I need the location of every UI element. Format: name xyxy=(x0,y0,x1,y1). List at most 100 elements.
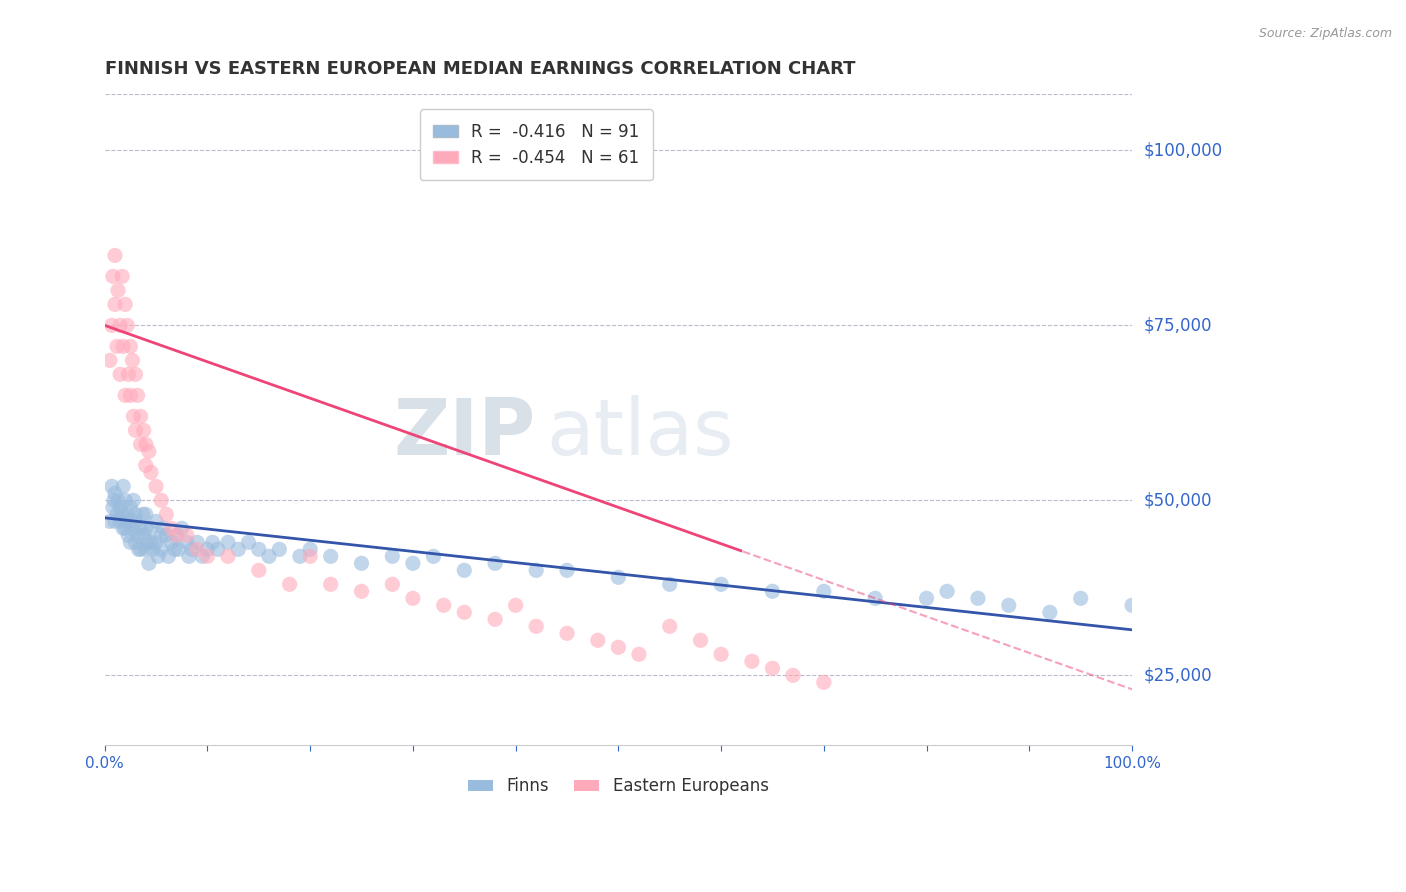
Point xyxy=(381,577,404,591)
Point xyxy=(104,297,127,311)
Point xyxy=(127,528,149,542)
Point xyxy=(129,437,152,451)
Point xyxy=(104,514,127,528)
Point xyxy=(98,353,121,368)
Point xyxy=(967,591,990,606)
Point xyxy=(132,423,155,437)
Point xyxy=(120,514,142,528)
Point xyxy=(627,648,650,662)
Point xyxy=(150,542,173,557)
Point xyxy=(139,521,162,535)
Point xyxy=(689,633,711,648)
Point xyxy=(111,269,134,284)
Point xyxy=(997,599,1019,613)
Point xyxy=(114,388,136,402)
Point xyxy=(167,542,190,557)
Point xyxy=(112,521,135,535)
Point xyxy=(278,577,301,591)
Point xyxy=(138,557,160,571)
Point xyxy=(484,612,506,626)
Point xyxy=(128,542,150,557)
Text: $50,000: $50,000 xyxy=(1143,491,1212,509)
Point xyxy=(319,577,342,591)
Point xyxy=(524,563,547,577)
Point xyxy=(350,557,373,571)
Point xyxy=(761,661,783,675)
Point xyxy=(299,549,322,564)
Point xyxy=(453,605,475,619)
Text: $75,000: $75,000 xyxy=(1143,317,1212,334)
Point xyxy=(120,388,142,402)
Point xyxy=(761,584,783,599)
Legend: Finns, Eastern Europeans: Finns, Eastern Europeans xyxy=(461,771,775,802)
Point xyxy=(524,619,547,633)
Point xyxy=(247,542,270,557)
Point xyxy=(101,269,124,284)
Point xyxy=(247,563,270,577)
Point xyxy=(257,549,280,564)
Point xyxy=(145,479,167,493)
Point xyxy=(782,668,804,682)
Point xyxy=(117,368,139,382)
Point xyxy=(107,493,129,508)
Point xyxy=(152,521,174,535)
Point xyxy=(139,535,162,549)
Point xyxy=(117,318,139,333)
Point xyxy=(155,508,177,522)
Point xyxy=(658,619,681,633)
Point xyxy=(122,409,145,424)
Point xyxy=(555,626,578,640)
Point xyxy=(936,584,959,599)
Point xyxy=(1070,591,1092,606)
Point xyxy=(191,549,214,564)
Point xyxy=(710,648,733,662)
Point xyxy=(136,535,159,549)
Point xyxy=(107,284,129,298)
Point xyxy=(555,563,578,577)
Point xyxy=(176,535,198,549)
Point xyxy=(121,521,143,535)
Point xyxy=(108,500,131,515)
Point xyxy=(863,591,886,606)
Point xyxy=(98,514,121,528)
Point xyxy=(139,466,162,480)
Point xyxy=(658,577,681,591)
Text: FINNISH VS EASTERN EUROPEAN MEDIAN EARNINGS CORRELATION CHART: FINNISH VS EASTERN EUROPEAN MEDIAN EARNI… xyxy=(104,60,855,78)
Point xyxy=(299,542,322,557)
Point xyxy=(160,535,183,549)
Point xyxy=(1039,605,1062,619)
Point xyxy=(124,368,146,382)
Point xyxy=(186,535,208,549)
Point xyxy=(124,423,146,437)
Point xyxy=(207,542,229,557)
Point xyxy=(124,535,146,549)
Text: $100,000: $100,000 xyxy=(1143,142,1222,160)
Point xyxy=(124,514,146,528)
Point xyxy=(150,493,173,508)
Point xyxy=(226,542,249,557)
Point xyxy=(181,542,204,557)
Point xyxy=(114,514,136,528)
Point xyxy=(607,570,630,584)
Point xyxy=(111,508,134,522)
Point xyxy=(586,633,609,648)
Point xyxy=(142,542,165,557)
Point xyxy=(157,549,180,564)
Point xyxy=(350,584,373,599)
Point xyxy=(453,563,475,577)
Point xyxy=(104,248,127,262)
Point xyxy=(288,549,311,564)
Point xyxy=(915,591,938,606)
Point xyxy=(166,528,188,542)
Point xyxy=(146,549,169,564)
Point xyxy=(197,549,219,564)
Point xyxy=(135,521,157,535)
Point xyxy=(108,514,131,528)
Point xyxy=(129,521,152,535)
Text: atlas: atlas xyxy=(547,395,734,471)
Point xyxy=(186,542,208,557)
Point xyxy=(1121,599,1143,613)
Point xyxy=(201,535,224,549)
Point xyxy=(319,549,342,564)
Point xyxy=(117,508,139,522)
